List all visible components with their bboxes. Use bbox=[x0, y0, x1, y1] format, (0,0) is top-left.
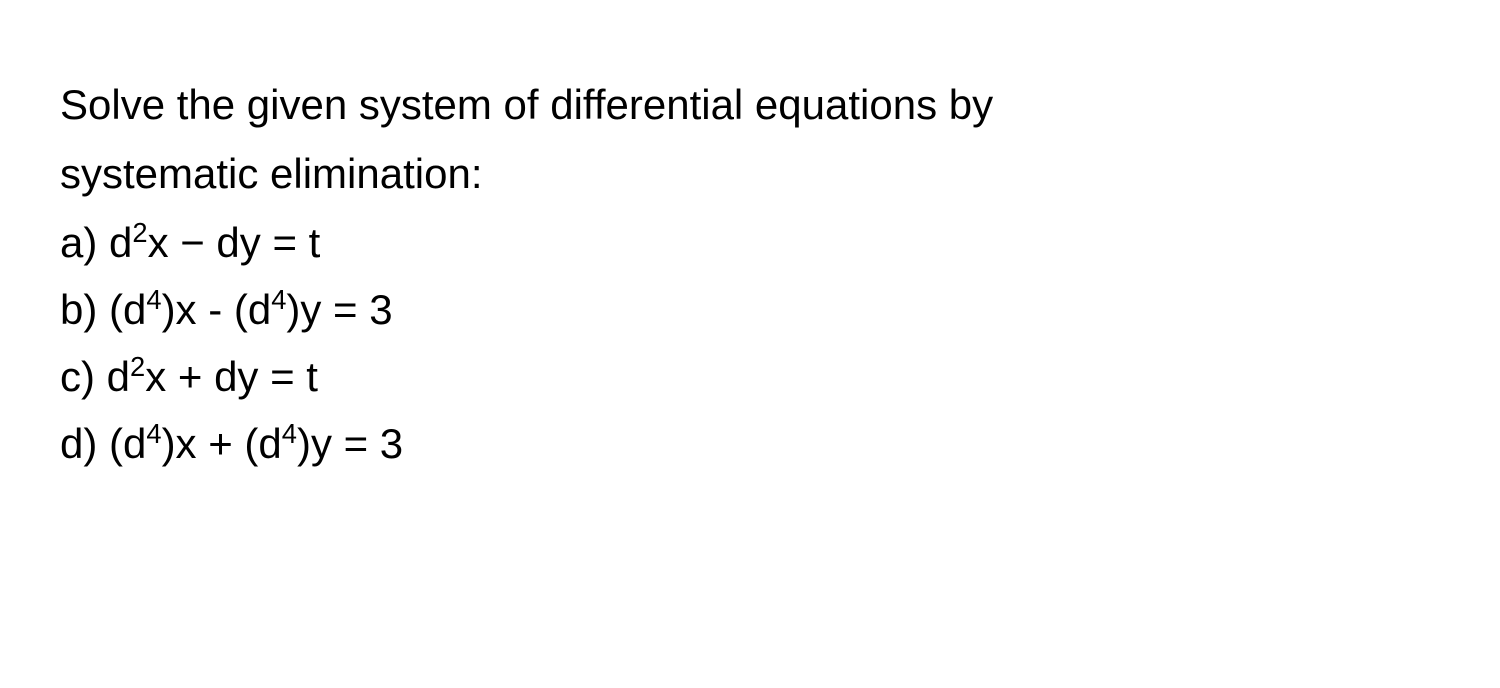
equation-d-part2: )x + (d bbox=[162, 420, 282, 467]
equation-a-sup1: 2 bbox=[132, 217, 147, 248]
equation-a: a) d2x − dy = t bbox=[60, 209, 1440, 276]
equation-a-label: a) bbox=[60, 219, 109, 266]
equation-b-part2: )x - (d bbox=[162, 286, 272, 333]
equation-d-part1: (d bbox=[109, 420, 146, 467]
intro-line-1: Solve the given system of differential e… bbox=[60, 70, 1440, 139]
equation-c-label: c) bbox=[60, 353, 107, 400]
equation-b-sup1: 4 bbox=[146, 284, 161, 315]
equation-b-sup2: 4 bbox=[271, 284, 286, 315]
problem-container: Solve the given system of differential e… bbox=[60, 70, 1440, 477]
equation-c-sup1: 2 bbox=[130, 351, 145, 382]
equation-d-part3: )y = 3 bbox=[297, 420, 403, 467]
equation-d-label: d) bbox=[60, 420, 109, 467]
intro-line-2: systematic elimination: bbox=[60, 139, 1440, 208]
equation-a-part2: x − dy = t bbox=[148, 219, 321, 266]
equation-d-sup1: 4 bbox=[146, 418, 161, 449]
equation-d-sup2: 4 bbox=[282, 418, 297, 449]
equation-b-part3: )y = 3 bbox=[286, 286, 392, 333]
equation-c-part2: x + dy = t bbox=[145, 353, 318, 400]
equation-b-part1: (d bbox=[109, 286, 146, 333]
equation-c-part1: d bbox=[107, 353, 130, 400]
equation-b: b) (d4)x - (d4)y = 3 bbox=[60, 276, 1440, 343]
equation-a-part1: d bbox=[109, 219, 132, 266]
equation-d: d) (d4)x + (d4)y = 3 bbox=[60, 410, 1440, 477]
equation-c: c) d2x + dy = t bbox=[60, 343, 1440, 410]
equation-b-label: b) bbox=[60, 286, 109, 333]
